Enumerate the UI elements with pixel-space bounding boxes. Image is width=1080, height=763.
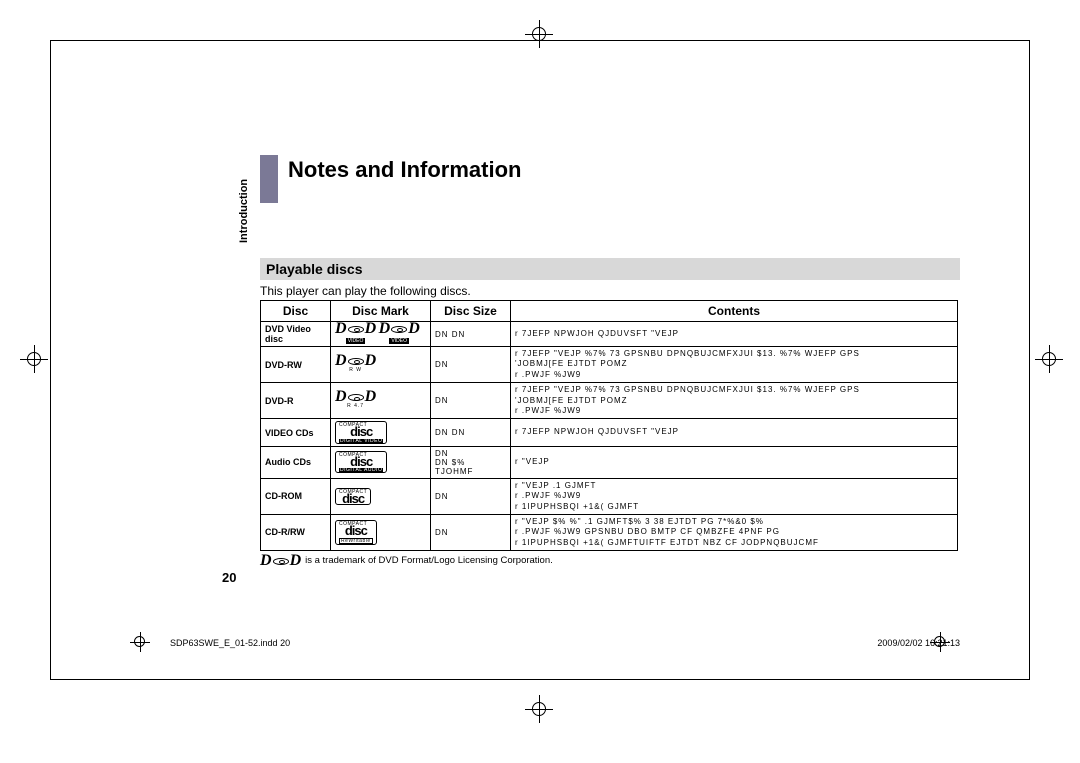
- page-number: 20: [222, 570, 236, 585]
- cell-disc: Audio CDs: [261, 446, 331, 478]
- cell-contents: r "VEJP: [511, 446, 958, 478]
- cell-size: DN: [431, 383, 511, 419]
- cell-size: DN DN $% TJOHMF: [431, 446, 511, 478]
- cell-mark: COMPACT disc ReWritable: [331, 514, 431, 550]
- cell-disc: DVD-RW: [261, 347, 331, 383]
- cell-size: DN: [431, 347, 511, 383]
- cell-mark: COMPACT disc DIGITAL AUDIO: [331, 446, 431, 478]
- table-row: DVD-RW DDR W DN r 7JEFP "VEJP %7% 73 GPS…: [261, 347, 958, 383]
- crop-mark-left: [20, 345, 48, 373]
- dvd-logo-icon: DD: [260, 556, 301, 566]
- cell-mark: DDR 4.7: [331, 383, 431, 419]
- footer-mark-right: [930, 632, 950, 652]
- side-label: Introduction: [238, 179, 250, 243]
- cell-disc: DVD-R: [261, 383, 331, 419]
- title-bar: Notes and Information: [260, 155, 960, 203]
- page-title: Notes and Information: [288, 155, 521, 183]
- cell-mark: DDVIDEO DDVIDEO: [331, 322, 431, 347]
- cell-mark: COMPACT disc: [331, 478, 431, 514]
- content-area: Notes and Information Playable discs Thi…: [260, 155, 960, 566]
- table-header-row: Disc Disc Mark Disc Size Contents: [261, 301, 958, 322]
- table-row: DVD-R DDR 4.7 DN r 7JEFP "VEJP %7% 73 GP…: [261, 383, 958, 419]
- cell-contents: r 7JEFP "VEJP %7% 73 GPSNBU DPNQBUJCMFXJ…: [511, 383, 958, 419]
- cell-disc: DVD Video disc: [261, 322, 331, 347]
- cell-contents: r 7JEFP "VEJP %7% 73 GPSNBU DPNQBUJCMFXJ…: [511, 347, 958, 383]
- footer-mark-left: [130, 632, 150, 652]
- th-mark: Disc Mark: [331, 301, 431, 322]
- table-row: VIDEO CDs COMPACT disc DIGITAL VIDEO DN …: [261, 419, 958, 446]
- table-row: Audio CDs COMPACT disc DIGITAL AUDIO DN …: [261, 446, 958, 478]
- trademark-note: DD is a trademark of DVD Format/Logo Lic…: [260, 555, 960, 566]
- cell-size: DN: [431, 478, 511, 514]
- crop-mark-right: [1035, 345, 1063, 373]
- cell-size: DN DN: [431, 419, 511, 446]
- intro-text: This player can play the following discs…: [260, 284, 960, 298]
- cell-contents: r 7JEFP NPWJOH QJDUVSFT "VEJP: [511, 419, 958, 446]
- crop-mark-bottom: [525, 695, 553, 723]
- cell-contents: r 7JEFP NPWJOH QJDUVSFT "VEJP: [511, 322, 958, 347]
- cell-size: DN: [431, 514, 511, 550]
- disc-table: Disc Disc Mark Disc Size Contents DVD Vi…: [260, 300, 958, 551]
- crop-mark-top: [525, 20, 553, 48]
- th-disc: Disc: [261, 301, 331, 322]
- section-heading: Playable discs: [260, 258, 960, 280]
- trademark-text: is a trademark of DVD Format/Logo Licens…: [305, 555, 553, 566]
- th-size: Disc Size: [431, 301, 511, 322]
- cell-contents: r "VEJP .1 GJMFT r .PWJF %JW9 r 1IPUPHSB…: [511, 478, 958, 514]
- accent-block: [260, 155, 278, 203]
- table-row: CD-R/RW COMPACT disc ReWritable DN r "VE…: [261, 514, 958, 550]
- th-contents: Contents: [511, 301, 958, 322]
- table-row: DVD Video disc DDVIDEO DDVIDEO DN DN r 7…: [261, 322, 958, 347]
- cell-mark: DDR W: [331, 347, 431, 383]
- cell-contents: r "VEJP $% %" .1 GJMFT$% 3 38 EJTDT PG 7…: [511, 514, 958, 550]
- cell-mark: COMPACT disc DIGITAL VIDEO: [331, 419, 431, 446]
- footer-left: SDP63SWE_E_01-52.indd 20: [170, 638, 290, 648]
- cell-disc: CD-R/RW: [261, 514, 331, 550]
- cell-disc: VIDEO CDs: [261, 419, 331, 446]
- cell-size: DN DN: [431, 322, 511, 347]
- cell-disc: CD-ROM: [261, 478, 331, 514]
- table-row: CD-ROM COMPACT disc DN r "VEJP .1 GJMFT …: [261, 478, 958, 514]
